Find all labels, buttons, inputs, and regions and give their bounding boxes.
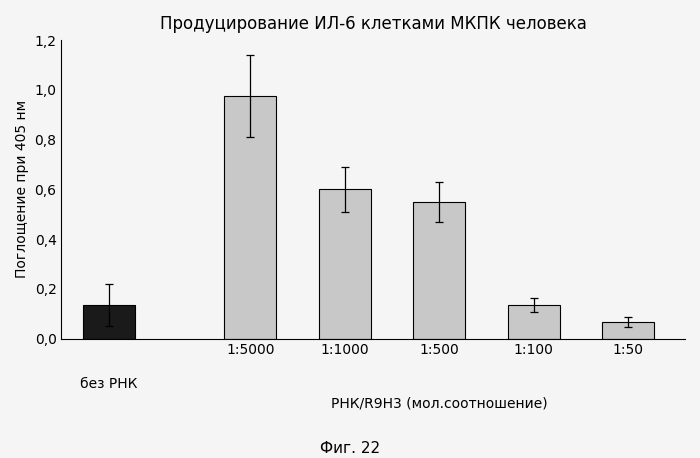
Bar bbox=[225, 96, 276, 338]
Text: РНК/R9H3 (мол.соотношение): РНК/R9H3 (мол.соотношение) bbox=[331, 397, 547, 411]
Title: Продуцирование ИЛ-6 клетками МКПК человека: Продуцирование ИЛ-6 клетками МКПК челове… bbox=[160, 15, 587, 33]
Bar bbox=[319, 189, 371, 338]
Text: без РНК: без РНК bbox=[80, 377, 137, 392]
Bar bbox=[508, 305, 560, 338]
Y-axis label: Поглощение при 405 нм: Поглощение при 405 нм bbox=[15, 100, 29, 278]
Bar bbox=[83, 305, 134, 338]
Text: Фиг. 22: Фиг. 22 bbox=[320, 442, 380, 457]
Bar bbox=[414, 202, 466, 338]
Bar bbox=[602, 322, 654, 338]
